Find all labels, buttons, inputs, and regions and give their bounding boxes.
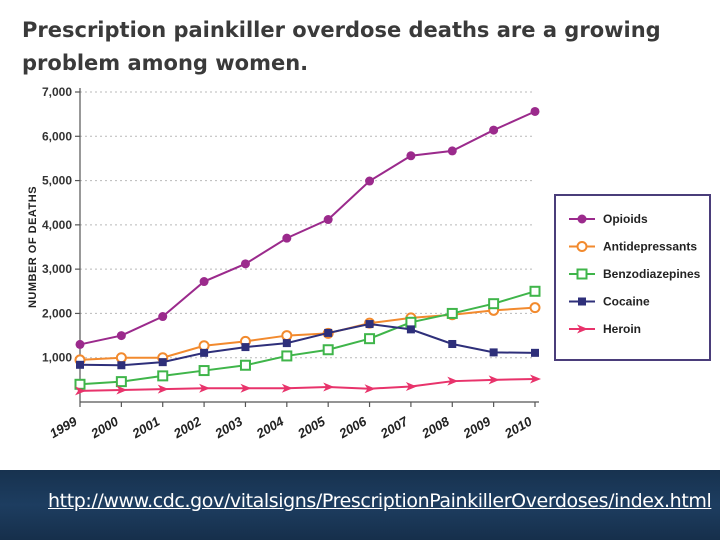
x-tick-label: 2001 xyxy=(129,414,162,442)
y-tick-label: 2,000 xyxy=(42,306,72,320)
legend-marker-benzodiazepines xyxy=(576,268,588,280)
series-line-cocaine xyxy=(79,323,536,367)
data-point-heroin xyxy=(530,374,541,384)
legend-marker-antidepressants xyxy=(576,241,588,252)
x-tick-label: 2004 xyxy=(253,413,287,441)
data-point-heroin xyxy=(364,384,376,394)
data-point-antidepressants xyxy=(281,330,293,342)
data-point-heroin xyxy=(116,385,128,395)
x-tick-label: 2007 xyxy=(377,413,411,441)
data-point-benzodiazepines xyxy=(529,285,541,297)
legend-marker-cocaine xyxy=(578,297,586,306)
x-tick-label: 1999 xyxy=(47,413,80,441)
data-point-heroin xyxy=(281,383,293,393)
y-tick-label: 5,000 xyxy=(42,174,72,188)
series-line-antidepressants xyxy=(79,306,536,361)
data-point-cocaine xyxy=(282,339,291,348)
data-point-opioids xyxy=(323,215,333,225)
data-point-benzodiazepines xyxy=(364,333,376,345)
series-line-benzodiazepines xyxy=(79,290,536,386)
y-tick-label: 1,000 xyxy=(42,351,72,365)
data-point-cocaine xyxy=(324,328,333,337)
data-point-opioids xyxy=(116,331,126,341)
legend-marker-opioids xyxy=(577,214,587,224)
data-point-opioids xyxy=(365,176,375,186)
data-point-cocaine xyxy=(365,320,374,329)
footer-bar: http://www.cdc.gov/vitalsigns/Prescripti… xyxy=(0,470,720,540)
data-point-benzodiazepines xyxy=(446,307,458,319)
data-point-cocaine xyxy=(448,339,457,348)
data-point-opioids xyxy=(530,106,540,116)
data-point-benzodiazepines xyxy=(239,359,251,371)
x-tick-label: 2002 xyxy=(170,413,204,441)
chart-area: 1,000 2,000 3,000 4,000 5,000 6,000 7,000 1999 2… xyxy=(27,85,711,442)
x-tick-label: 2008 xyxy=(418,413,452,441)
data-point-cocaine xyxy=(489,348,498,357)
data-point-benzodiazepines xyxy=(488,298,500,310)
x-tick-label: 2006 xyxy=(336,413,370,441)
data-point-opioids xyxy=(240,259,250,269)
data-point-opioids xyxy=(158,312,168,322)
legend-label-opioids: Opioids xyxy=(603,212,648,226)
data-point-cocaine xyxy=(531,348,539,357)
data-point-cocaine xyxy=(158,358,167,367)
source-link[interactable]: http://www.cdc.gov/vitalsigns/Prescripti… xyxy=(48,490,712,512)
data-point-heroin xyxy=(323,382,335,392)
data-point-benzodiazepines xyxy=(322,344,334,356)
data-point-antidepressants xyxy=(529,302,541,314)
data-point-heroin xyxy=(488,375,500,385)
data-point-heroin xyxy=(240,383,252,393)
data-point-heroin xyxy=(447,376,459,386)
x-tick-label: 2009 xyxy=(460,413,494,441)
data-point-opioids xyxy=(199,277,209,287)
data-point-opioids xyxy=(447,146,457,156)
data-point-cocaine xyxy=(406,325,415,334)
y-tick-label: 7,000 xyxy=(42,85,72,99)
series-line-heroin xyxy=(79,377,536,392)
data-point-cocaine xyxy=(200,348,209,357)
data-point-cocaine xyxy=(76,360,84,369)
data-point-heroin xyxy=(75,386,86,396)
data-point-opioids xyxy=(406,151,416,161)
legend-marker-heroin xyxy=(577,324,588,334)
slide-title: Prescription painkiller overdose deaths … xyxy=(22,18,661,75)
x-tick-label: 2000 xyxy=(87,413,121,441)
data-point-benzodiazepines xyxy=(115,376,127,388)
data-point-opioids xyxy=(489,125,499,135)
legend-label-cocaine: Cocaine xyxy=(603,295,650,309)
x-tick-label: 2010 xyxy=(501,413,535,441)
data-point-heroin xyxy=(405,382,417,391)
x-tick-label: 2005 xyxy=(294,413,328,441)
data-point-benzodiazepines xyxy=(157,370,169,382)
legend-label-heroin: Heroin xyxy=(603,322,641,336)
data-point-benzodiazepines xyxy=(281,350,293,362)
plot-area xyxy=(80,92,535,402)
series-line-opioids xyxy=(79,110,536,346)
x-tick-label: 2003 xyxy=(212,413,246,441)
legend-label-benzodiazepines: Benzodiazepines xyxy=(603,267,701,281)
data-point-heroin xyxy=(157,384,169,394)
data-point-benzodiazepines xyxy=(198,365,210,377)
y-tick-label: 4,000 xyxy=(42,218,72,232)
y-tick-label: 3,000 xyxy=(42,262,72,276)
data-point-cocaine xyxy=(241,343,250,352)
data-point-heroin xyxy=(199,383,211,393)
data-point-cocaine xyxy=(117,361,126,370)
legend-label-antidepressants: Antidepressants xyxy=(603,240,697,254)
data-point-opioids xyxy=(282,233,292,243)
data-point-antidepressants xyxy=(115,352,127,364)
data-point-opioids xyxy=(75,339,85,349)
y-tick-label: 6,000 xyxy=(42,129,72,143)
y-axis-title: NUMBER OF DEATHS xyxy=(27,186,39,308)
